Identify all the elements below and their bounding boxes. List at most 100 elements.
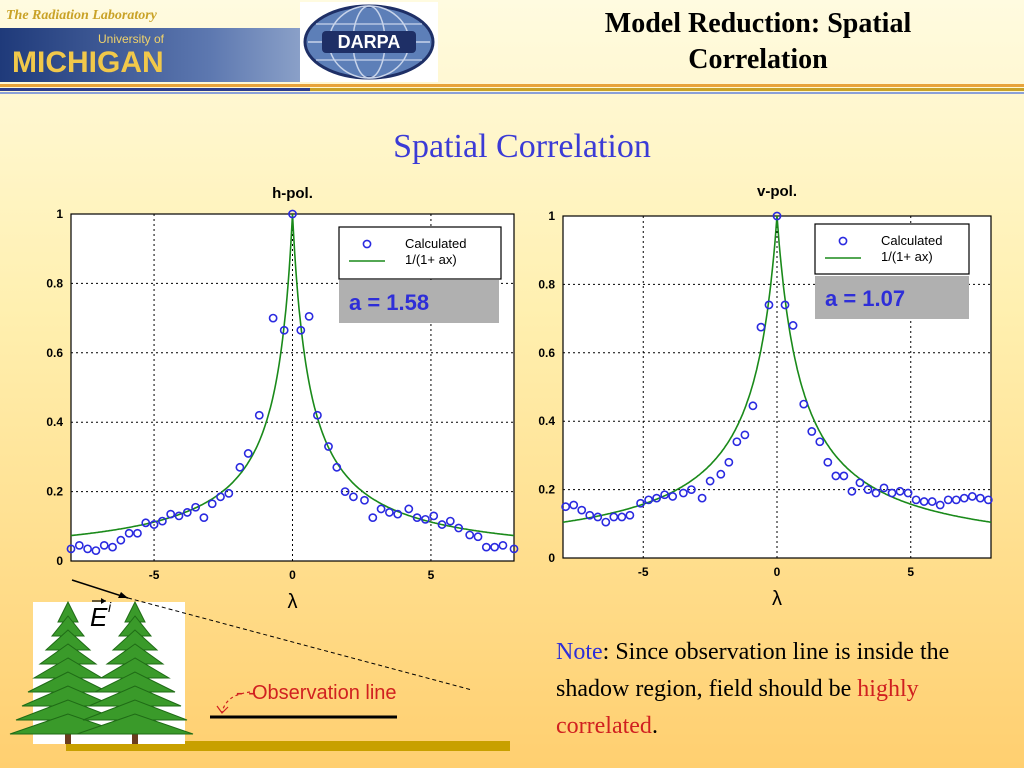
legend-box <box>814 223 970 275</box>
data-point <box>420 514 430 524</box>
data-point <box>975 493 985 503</box>
data-point <box>368 513 378 523</box>
data-point <box>799 399 809 409</box>
observation-pointer <box>221 691 251 713</box>
chart-1: -5 0 5 0 0.2 0.4 0.6 0.8 1 h-pol. λ Calculated1/(1+… <box>46 185 519 613</box>
data-point <box>182 508 192 517</box>
data-point <box>108 542 117 552</box>
field-superscript: i <box>108 599 112 615</box>
data-point <box>879 483 889 493</box>
data-point <box>157 516 167 526</box>
data-point <box>807 427 817 436</box>
data-point <box>724 457 734 467</box>
data-point <box>839 471 849 481</box>
data-point <box>66 544 76 554</box>
x-axis-label: λ <box>772 588 782 610</box>
annotation-text: a = 1.07 <box>825 286 905 311</box>
vector-arrow-icon <box>101 598 106 604</box>
data-point <box>149 520 159 529</box>
data-point <box>490 542 500 552</box>
data-point <box>340 487 350 496</box>
legend-marker <box>362 239 372 249</box>
data-point <box>705 476 715 486</box>
title-line-1: Model Reduction: Spatial <box>604 8 912 39</box>
data-point <box>863 485 873 494</box>
data-point <box>609 512 619 522</box>
data-point <box>668 492 678 501</box>
data-point <box>927 497 937 506</box>
data-point <box>465 530 475 540</box>
annotation-box <box>815 276 969 319</box>
data-point <box>498 540 508 550</box>
data-point <box>687 485 696 494</box>
data-point <box>748 401 758 411</box>
data-point <box>254 410 264 420</box>
fit-curve <box>70 213 515 537</box>
x-tick-label: 5 <box>428 568 435 582</box>
lab-name: The Radiation Laboratory <box>6 8 157 23</box>
data-point <box>404 504 414 514</box>
data-point <box>601 517 611 527</box>
page-title: Model Reduction: Spatial Correlation <box>548 6 968 78</box>
title-line-2: Correlation <box>688 44 828 75</box>
legend-label-fit: 1/(1+ ax) <box>405 252 457 267</box>
data-point <box>393 509 403 519</box>
data-point <box>141 518 151 528</box>
data-point <box>296 325 306 335</box>
data-point <box>652 493 662 503</box>
y-tick-label: 0.4 <box>538 414 555 428</box>
data-point <box>697 493 707 503</box>
y-tick-label: 0.4 <box>46 415 63 429</box>
data-point <box>732 437 742 447</box>
data-point <box>360 495 369 505</box>
data-point <box>191 502 200 512</box>
data-point <box>313 410 322 420</box>
x-tick-label: 5 <box>907 565 914 579</box>
y-tick-label: 1 <box>548 209 555 223</box>
y-tick-label: 0.6 <box>46 346 63 360</box>
data-point <box>199 513 209 523</box>
x-axis-label: λ <box>288 591 298 613</box>
data-point <box>454 523 464 533</box>
legend-label-calculated: Calculated <box>881 233 942 248</box>
data-point <box>764 300 774 310</box>
data-point <box>268 313 278 323</box>
data-point <box>740 430 750 440</box>
data-point <box>815 437 825 447</box>
darpa-globe-icon: DARPA <box>303 4 435 80</box>
note-end: . <box>651 713 658 739</box>
data-point <box>919 497 929 506</box>
data-point <box>871 488 881 498</box>
y-tick-label: 0.2 <box>46 485 63 499</box>
data-point <box>445 516 455 526</box>
y-tick-label: 0 <box>56 554 63 568</box>
ground-strip <box>66 741 510 751</box>
data-point <box>174 511 184 521</box>
data-point <box>831 471 841 481</box>
data-point <box>99 540 109 550</box>
note-text: Note: Since observation line is inside t… <box>556 634 976 745</box>
y-tick-label: 0.2 <box>538 483 555 497</box>
legend-label-calculated: Calculated <box>405 236 466 251</box>
data-point <box>561 502 571 512</box>
data-point <box>385 508 394 517</box>
y-tick-label: 0.8 <box>538 277 555 291</box>
data-point <box>83 544 93 554</box>
chart-title: v-pol. <box>757 183 797 200</box>
data-point <box>911 495 921 505</box>
annotation-box <box>339 280 499 323</box>
data-point <box>788 321 798 330</box>
data-point <box>577 505 587 515</box>
data-point <box>91 546 101 555</box>
data-point <box>593 512 603 522</box>
charts-area: -5 0 500.20.40.60.81h-pol.λCalculated1/(1+… <box>46 183 993 613</box>
legend-marker <box>838 236 848 246</box>
fit-curve <box>562 215 992 523</box>
data-point <box>332 462 342 472</box>
note-body: : Since observation line is inside the s… <box>556 639 950 702</box>
data-point <box>678 488 688 498</box>
data-point <box>959 493 969 503</box>
tree-icon <box>9 600 194 744</box>
data-point <box>887 488 897 498</box>
data-point <box>429 511 439 521</box>
